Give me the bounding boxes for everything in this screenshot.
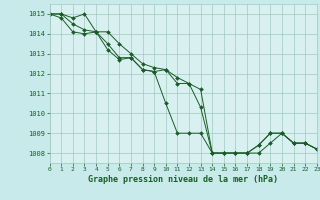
X-axis label: Graphe pression niveau de la mer (hPa): Graphe pression niveau de la mer (hPa) xyxy=(88,175,278,184)
